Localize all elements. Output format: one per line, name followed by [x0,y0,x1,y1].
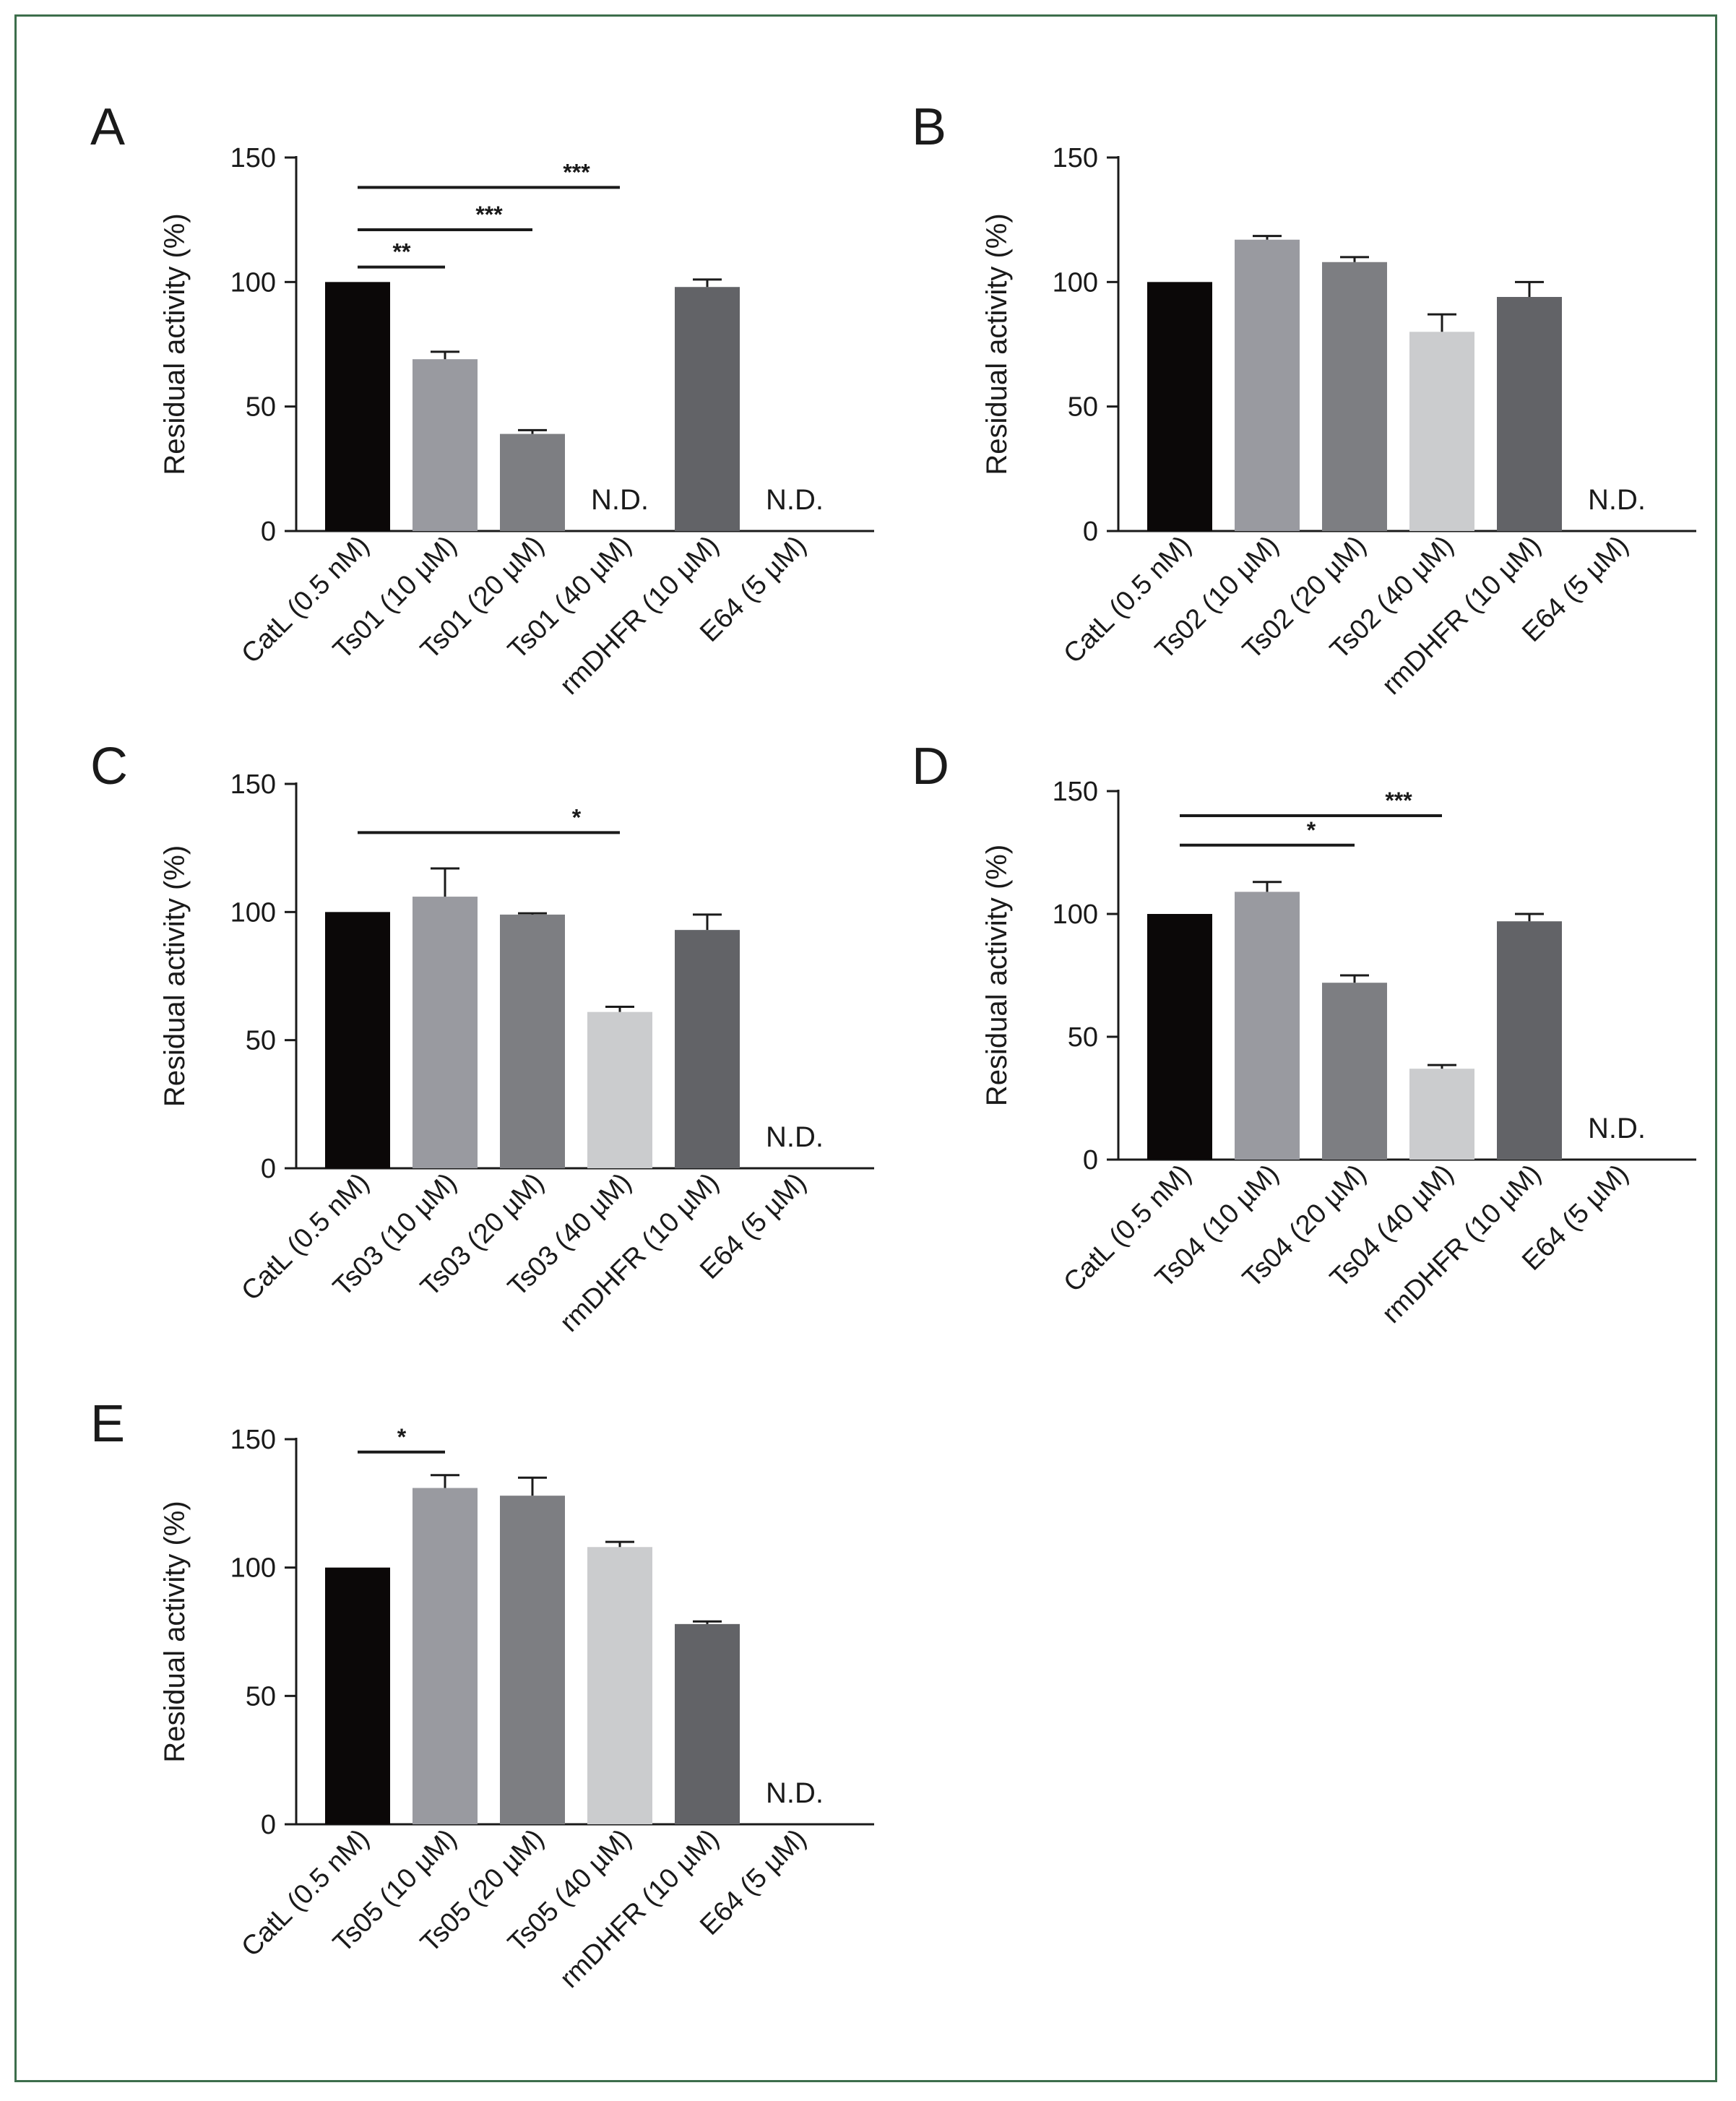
y-axis-title: Residual activity (%) [159,845,191,1107]
bar [413,359,478,531]
panel-letter: D [912,738,949,795]
category-label: rmDHFR (10 µM) [554,1824,725,1994]
category-label: rmDHFR (10 µM) [1376,1159,1547,1329]
category-label: rmDHFR (10 µM) [1376,530,1547,701]
bar [1497,921,1562,1160]
y-axis-title: Residual activity (%) [981,213,1013,475]
significance-label: * [1307,817,1316,843]
significance-label: * [572,804,582,830]
nd-label: N.D. [766,1777,824,1809]
nd-label: N.D. [1588,1113,1646,1144]
y-tick-label: 0 [1083,517,1098,547]
y-tick-label: 150 [1053,777,1098,807]
significance-label: *** [1385,788,1412,814]
bar [1147,914,1212,1160]
category-label: rmDHFR (10 µM) [554,530,725,701]
bar [675,287,740,531]
bar [500,914,565,1168]
y-tick-label: 0 [261,1810,276,1840]
y-axis-title: Residual activity (%) [981,845,1013,1106]
bar [1322,983,1387,1160]
significance-label: ** [393,239,411,265]
y-tick-label: 100 [230,897,276,928]
nd-label: N.D. [766,484,824,516]
bar [675,1623,740,1824]
bar [675,930,740,1168]
y-tick-label: 150 [230,143,276,173]
bar [1235,892,1300,1160]
bar [500,1496,565,1824]
y-tick-label: 0 [1083,1145,1098,1175]
y-tick-label: 50 [246,392,276,423]
bar [1409,332,1474,531]
y-tick-label: 0 [261,517,276,547]
bar [325,1567,390,1824]
y-axis-title: Residual activity (%) [159,1501,191,1762]
bar [1497,297,1562,531]
significance-label: *** [475,202,503,228]
nd-label: N.D. [591,484,649,516]
bar [500,433,565,531]
y-tick-label: 150 [1053,143,1098,173]
nd-label: N.D. [766,1121,824,1153]
bar [413,897,478,1168]
panel-letter: C [90,738,128,795]
significance-label: *** [563,159,590,185]
y-tick-label: 150 [230,1425,276,1455]
y-tick-label: 0 [261,1154,276,1184]
y-tick-label: 50 [246,1026,276,1056]
y-tick-label: 100 [1053,899,1098,930]
bar [1409,1069,1474,1160]
y-tick-label: 50 [1068,392,1098,423]
bar [325,282,390,531]
y-axis-title: Residual activity (%) [159,213,191,475]
bar [1322,262,1387,531]
bar [587,1547,652,1824]
y-tick-label: 100 [1053,267,1098,298]
panel-letter: E [90,1395,125,1453]
y-tick-label: 150 [230,769,276,800]
significance-label: * [397,1424,407,1450]
category-label: rmDHFR (10 µM) [554,1168,725,1338]
y-tick-label: 100 [230,1553,276,1584]
y-tick-label: 100 [230,267,276,298]
panel-letter: B [912,98,946,156]
bar [413,1488,478,1824]
bar [587,1011,652,1168]
bar [1147,282,1212,531]
y-tick-label: 50 [246,1681,276,1712]
panel-letter: A [90,98,125,156]
bar [1235,239,1300,531]
nd-label: N.D. [1588,484,1646,516]
bar [325,912,390,1168]
y-tick-label: 50 [1068,1022,1098,1053]
